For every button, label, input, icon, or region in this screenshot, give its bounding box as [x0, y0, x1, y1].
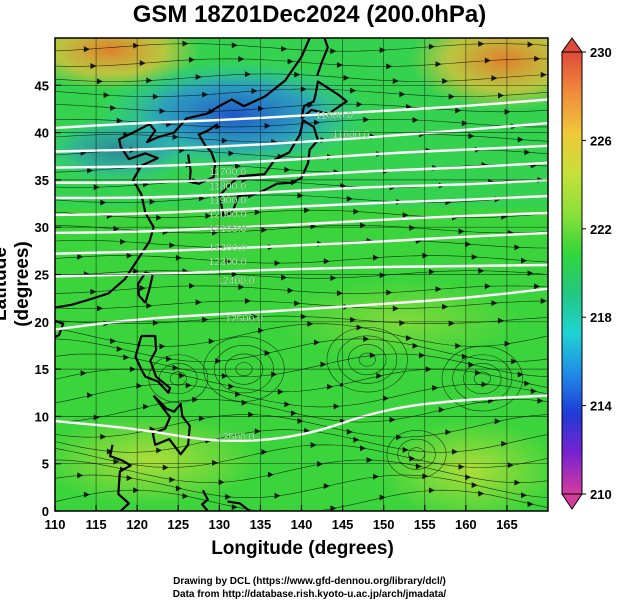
x-axis-ticks: 110 115 120 125 130 135 140 145 150 155 160 165 — [45, 505, 518, 532]
coastline — [300, 80, 348, 120]
colorbar-tick-label: 214 — [590, 399, 612, 414]
x-tick-label: 110 — [45, 517, 66, 532]
coastline — [55, 38, 311, 309]
chart-title: GSM 18Z01Dec2024 (200.0hPa) — [132, 1, 487, 28]
y-tick-label: 15 — [35, 362, 49, 377]
y-tick-label: 40 — [35, 126, 49, 141]
coastline — [151, 394, 191, 456]
coastline — [219, 119, 319, 217]
coastline — [109, 444, 132, 511]
coastline — [227, 500, 251, 511]
x-tick-label: 165 — [496, 517, 518, 532]
contour-label: 12100.0 — [209, 223, 247, 235]
warm-area-northeast — [410, 38, 548, 110]
credit-data-source: Data from http://database.rish.kyoto-u.a… — [172, 589, 447, 600]
credit-drawing: Drawing by DCL (https://www.gfd-dennou.o… — [173, 576, 446, 587]
colorbar: 230 226 222 218 214 210 — [561, 37, 612, 510]
contour-label: 12200.0 — [209, 242, 247, 254]
map-grid — [54, 37, 549, 512]
colorbar-tick-label: 222 — [590, 222, 612, 237]
coastline — [339, 382, 344, 387]
contour-label: 11700.0 — [209, 166, 246, 178]
coastline — [134, 334, 172, 394]
y-tick-label: 5 — [42, 457, 49, 472]
x-axis-label: Longitude (degrees) — [211, 538, 394, 559]
contour-label: 12500.0 — [217, 431, 255, 443]
colorbar-tick-label: 226 — [590, 133, 612, 148]
y-tick-label: 0 — [42, 504, 49, 519]
coastline — [316, 38, 329, 77]
x-tick-label: 125 — [167, 517, 189, 532]
contour-label: 12300.0 — [209, 256, 247, 268]
coastline — [55, 319, 65, 339]
x-tick-label: 145 — [332, 517, 354, 532]
contour-label: 11900.0 — [209, 195, 246, 207]
x-tick-label: 150 — [373, 517, 395, 532]
colorbar-tick-label: 230 — [590, 45, 612, 60]
y-tick-label: 20 — [35, 315, 49, 330]
y-axis-ticks: 0 5 10 15 20 25 30 35 40 45 — [35, 78, 61, 519]
contour-label: 11600.0 — [316, 109, 353, 121]
x-tick-label: 115 — [86, 517, 107, 532]
y-tick-label: 35 — [35, 173, 49, 188]
y-tick-label: 30 — [35, 220, 49, 235]
contour-label: 11800.0 — [209, 180, 246, 192]
contour-label: 12500.0 — [225, 313, 263, 325]
colorbar-tick-label: 218 — [590, 310, 612, 325]
contour-label: 12000.0 — [209, 209, 247, 221]
coastline — [136, 271, 154, 304]
colorbar-max-arrow — [561, 37, 583, 53]
y-tick-label: 45 — [35, 78, 49, 93]
x-tick-label: 140 — [291, 517, 313, 532]
x-tick-label: 160 — [455, 517, 477, 532]
y-tick-label: 10 — [35, 409, 49, 424]
x-tick-label: 130 — [208, 517, 230, 532]
x-tick-label: 155 — [414, 517, 436, 532]
x-tick-label: 135 — [250, 517, 272, 532]
x-tick-label: 120 — [126, 517, 148, 532]
colorbar-tick-label: 210 — [590, 487, 612, 502]
contour-label: 11600.0 — [332, 128, 369, 140]
y-tick-label: 25 — [35, 268, 49, 283]
colorbar-scale — [561, 51, 583, 495]
contour-label: 12400.0 — [217, 275, 255, 287]
coastline — [201, 489, 209, 511]
colorbar-min-arrow — [561, 493, 583, 510]
